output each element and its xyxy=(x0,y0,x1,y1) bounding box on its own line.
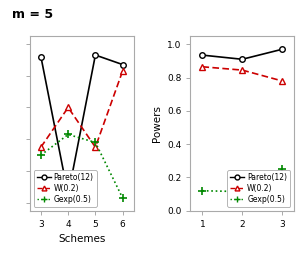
Legend: Pareto(12), W(0.2), Gexp(0.5): Pareto(12), W(0.2), Gexp(0.5) xyxy=(34,170,97,207)
Legend: Pareto(12), W(0.2), Gexp(0.5): Pareto(12), W(0.2), Gexp(0.5) xyxy=(227,170,290,207)
X-axis label: Schemes: Schemes xyxy=(58,234,106,244)
Text: m = 5: m = 5 xyxy=(12,8,53,21)
Y-axis label: Powers: Powers xyxy=(152,105,161,142)
